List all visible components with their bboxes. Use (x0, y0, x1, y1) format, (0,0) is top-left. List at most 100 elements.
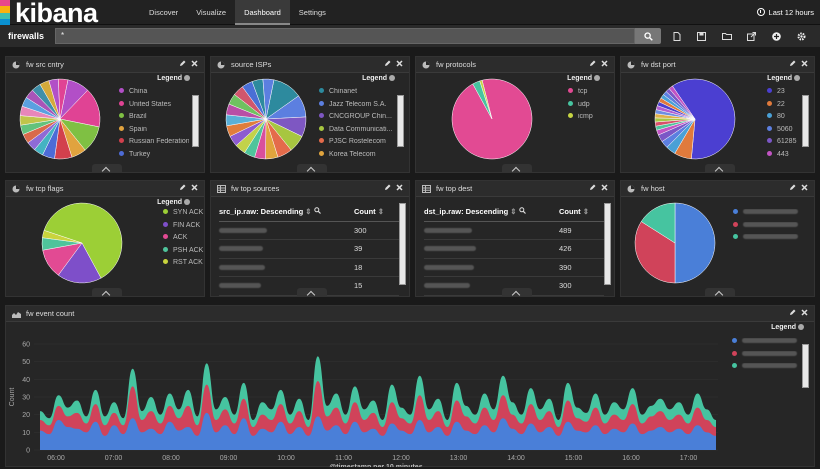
close-icon[interactable] (801, 184, 808, 191)
edit-pencil-icon[interactable] (384, 60, 391, 67)
tab-discover[interactable]: Discover (149, 8, 179, 17)
edit-pencil-icon[interactable] (589, 60, 596, 67)
legend-item[interactable]: 80 (767, 113, 803, 126)
legend-scrollbar[interactable] (397, 95, 404, 147)
legend-header[interactable]: Legend (567, 75, 600, 82)
options-button[interactable] (789, 28, 814, 44)
share-button[interactable] (739, 28, 764, 44)
edit-pencil-icon[interactable] (789, 309, 796, 316)
close-icon[interactable] (601, 184, 608, 191)
legend-color-dot (767, 113, 772, 118)
legend-item[interactable]: United States (119, 100, 189, 114)
pie-slice[interactable] (479, 79, 493, 120)
legend-item[interactable]: Data Communicati... (319, 125, 395, 139)
legend-item[interactable]: SYN ACK (163, 209, 205, 222)
pie-slice[interactable] (262, 78, 275, 120)
legend-item[interactable]: CNCGROUP Chin... (319, 113, 395, 126)
collapse-chevron-icon[interactable] (705, 164, 735, 173)
close-icon[interactable] (601, 60, 608, 67)
close-icon[interactable] (801, 309, 808, 316)
table-scrollbar[interactable] (604, 203, 611, 285)
legend-item[interactable]: Turkey (119, 150, 189, 164)
column-header[interactable]: src_ip.raw: Descending ⇕ (219, 203, 354, 222)
legend-item[interactable]: udp (568, 100, 608, 114)
legend-item[interactable]: Korea Telecom (319, 150, 395, 164)
legend-item[interactable]: PSH ACK (163, 246, 205, 260)
legend-item[interactable]: 61285 (767, 138, 803, 151)
column-header[interactable]: Count ⇕ (354, 203, 399, 222)
legend-item[interactable]: FIN ACK (163, 221, 205, 235)
legend-scrollbar[interactable] (192, 95, 199, 147)
collapse-chevron-icon[interactable] (705, 288, 735, 297)
table-scrollbar[interactable] (399, 203, 406, 285)
search-input[interactable]: * (55, 28, 635, 44)
edit-pencil-icon[interactable] (179, 60, 186, 67)
y-axis-label: Count (9, 388, 16, 407)
collapse-chevron-icon[interactable] (502, 288, 532, 297)
collapse-chevron-icon[interactable] (92, 288, 122, 297)
legend-item[interactable]: 23 (767, 88, 803, 101)
legend-header[interactable]: Legend (157, 75, 190, 82)
legend-item[interactable]: icmp (568, 113, 608, 126)
column-header[interactable]: dst_ip.raw: Descending ⇕ (424, 203, 559, 222)
legend-scrollbar[interactable] (802, 95, 809, 147)
collapse-chevron-icon[interactable] (92, 164, 122, 173)
tab-dashboard[interactable]: Dashboard (235, 0, 290, 25)
new-dashboard-button[interactable] (664, 28, 689, 44)
close-icon[interactable] (801, 60, 808, 67)
legend-header[interactable]: Legend (767, 75, 800, 82)
pie-slice[interactable] (640, 202, 676, 244)
legend-item[interactable]: Chinanet (319, 88, 395, 101)
legend-header[interactable]: Legend (771, 324, 804, 331)
collapse-chevron-icon[interactable] (297, 164, 327, 173)
close-icon[interactable] (191, 184, 198, 191)
legend-item[interactable]: 22 (767, 100, 803, 114)
legend-item[interactable]: Russian Federation (119, 138, 189, 151)
edit-pencil-icon[interactable] (384, 184, 391, 191)
collapse-chevron-icon[interactable] (297, 288, 327, 297)
time-picker[interactable]: Last 12 hours (756, 0, 814, 25)
edit-pencil-icon[interactable] (179, 184, 186, 191)
close-icon[interactable] (191, 60, 198, 67)
legend-header[interactable]: Legend (157, 199, 190, 206)
edit-pencil-icon[interactable] (789, 184, 796, 191)
legend-item[interactable]: Brazil (119, 113, 189, 126)
legend-item[interactable]: tcp (568, 88, 608, 101)
edit-pencil-icon[interactable] (789, 60, 796, 67)
legend-item[interactable]: Jazz Telecom S.A. (319, 100, 395, 114)
legend-color-dot (119, 113, 124, 118)
legend-toggle-icon (594, 75, 600, 81)
legend-scrollbar[interactable] (802, 344, 809, 388)
tab-settings[interactable]: Settings (298, 8, 326, 17)
x-tick-label: 12:00 (392, 455, 410, 462)
legend-header[interactable]: Legend (362, 75, 395, 82)
column-header[interactable]: Count ⇕ (559, 203, 604, 222)
add-panel-button[interactable] (764, 28, 789, 44)
pie-slice[interactable] (58, 78, 69, 120)
legend-item[interactable]: RST ACK (163, 259, 205, 272)
save-button[interactable] (689, 28, 714, 44)
legend-item[interactable]: Spain (119, 125, 189, 139)
legend-item[interactable]: China (119, 88, 189, 101)
tab-visualize[interactable]: Visualize (196, 8, 227, 17)
legend-item[interactable]: 443 (767, 150, 803, 164)
pie-slice[interactable] (42, 230, 83, 244)
pie-slice[interactable] (668, 85, 696, 120)
pie-chart (225, 78, 307, 160)
pie-slice[interactable] (672, 78, 736, 160)
open-button[interactable] (714, 28, 739, 44)
area-series[interactable] (40, 412, 716, 450)
pie-slice[interactable] (43, 202, 123, 279)
legend-item[interactable]: PJSC Rostelecom (319, 138, 395, 151)
collapse-chevron-icon[interactable] (502, 164, 532, 173)
legend-item[interactable]: ACK (163, 234, 205, 247)
search-button[interactable] (635, 28, 661, 44)
close-icon[interactable] (396, 184, 403, 191)
edit-pencil-icon[interactable] (589, 184, 596, 191)
kibana-logo[interactable]: kibana (0, 0, 138, 28)
pie-slice[interactable] (57, 242, 102, 284)
close-icon[interactable] (396, 60, 403, 67)
legend-item[interactable]: 5060 (767, 125, 803, 139)
pie-slice[interactable] (674, 202, 716, 284)
panel-title: fw protocols (436, 60, 477, 69)
